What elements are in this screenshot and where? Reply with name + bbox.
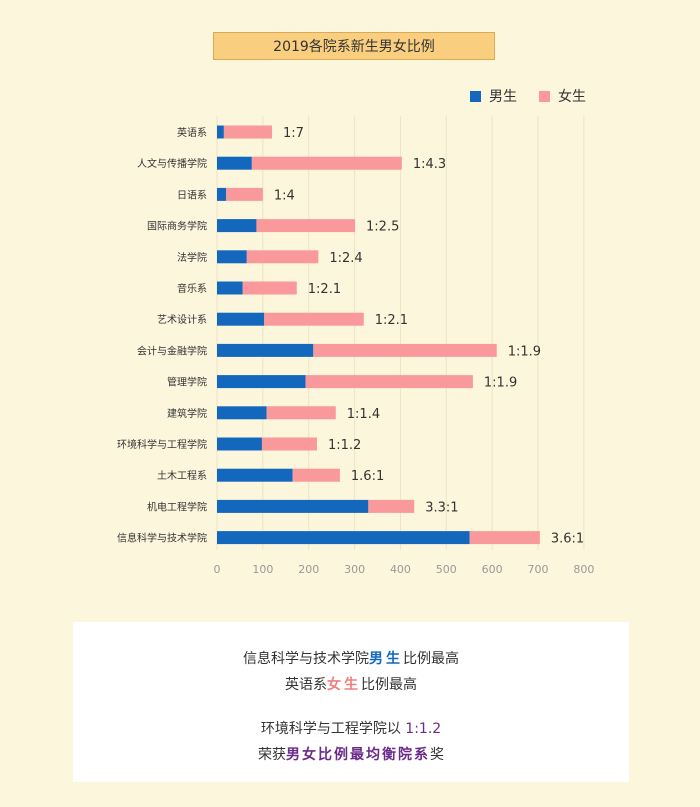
x-tick-label: 600 [482,563,503,576]
summary-line-2-suffix: 比例最高 [361,677,417,693]
category-label: 建筑学院 [167,407,207,420]
x-tick-label: 200 [298,563,319,576]
category-label: 机电工程学院 [147,500,207,513]
bar-female [251,156,402,170]
bar-male [217,187,227,201]
summary-line-1-highlight: 男生 [369,651,403,667]
summary-line-2-text: 英语系 [285,677,327,693]
summary-line-3-highlight: 1:1.2 [405,721,442,737]
bar-female [313,343,497,357]
bar-female [264,312,364,326]
ratio-label: 1:4 [274,188,295,203]
category-label: 法学院 [177,251,207,264]
category-label: 环境科学与工程学院 [117,438,207,451]
summary-line-4-text: 荣获 [258,747,286,763]
bar-male [217,312,265,326]
category-label: 人文与传播学院 [137,157,207,170]
ratio-label: 1:2.1 [375,313,408,328]
bar-female [242,281,297,295]
bar-female [266,406,336,420]
legend-item-male: 男生 [470,86,517,106]
bar-female [246,250,319,264]
ratio-label: 1:2.1 [308,282,341,297]
bar-male [217,499,369,513]
bar-male [217,375,306,389]
ratio-label: 1:2.5 [366,220,399,235]
legend-label-female: 女生 [558,89,586,105]
bar-female [469,531,540,545]
category-label: 信息科学与技术学院 [117,532,207,545]
bar-male [217,281,243,295]
category-label: 音乐系 [177,282,207,295]
summary-line-4: 荣获男女比例最均衡院系奖 [73,744,629,764]
x-tick-label: 500 [436,563,457,576]
ratio-label: 1:1.9 [508,344,541,359]
summary-line-4-highlight: 男女比例最均衡院系 [286,747,430,763]
x-tick-label: 400 [390,563,411,576]
legend-label-male: 男生 [489,89,517,105]
category-label: 会计与金融学院 [137,344,207,357]
legend-item-female: 女生 [539,86,586,106]
summary-box: 信息科学与技术学院男生比例最高 英语系女生比例最高 环境科学与工程学院以 1:1… [73,622,629,782]
bar-female [223,125,273,139]
bar-male [217,250,247,264]
category-label: 管理学院 [167,376,207,389]
bar-female [305,375,473,389]
bar-male [217,531,470,545]
bar-male [217,219,257,233]
ratio-label: 1:1.9 [484,376,517,391]
summary-line-2-highlight: 女生 [327,677,361,693]
bar-male [217,125,224,139]
category-label: 土木工程系 [157,469,207,482]
legend-swatch-female [539,90,550,102]
summary-line-1-suffix: 比例最高 [403,651,459,667]
summary-line-1: 信息科学与技术学院男生比例最高 [73,648,629,668]
ratio-label: 1:1.4 [347,407,380,422]
chart-legend: 男生 女生 [470,86,608,106]
chart-title: 2019各院系新生男女比例 [213,32,495,60]
ratio-label: 1:4.3 [413,157,446,172]
bar-male [217,343,314,357]
x-tick-label: 100 [252,563,273,576]
x-tick-label: 700 [528,563,549,576]
summary-line-1-text: 信息科学与技术学院 [243,651,369,667]
bar-male [217,468,293,482]
bar-male [217,406,267,420]
bar-female [256,219,356,233]
category-label: 艺术设计系 [157,313,207,326]
legend-swatch-male [470,90,481,102]
summary-line-4-suffix: 奖 [430,747,444,763]
bar-male [217,437,262,451]
bar-female [368,499,415,513]
summary-line-3: 环境科学与工程学院以 1:1.2 [73,718,629,738]
ratio-label: 1:1.2 [328,438,361,453]
bar-female [226,187,263,201]
x-tick-label: 300 [344,563,365,576]
x-tick-label: 800 [573,563,594,576]
ratio-label: 3.6:1 [551,532,584,547]
ratio-label: 1:7 [283,126,304,141]
category-label: 国际商务学院 [147,220,207,233]
bar-male [217,156,252,170]
bar-chart: 0 100 200 300 400 500 600 700 800 英语系 1:7 人文与传播学院 1:… [117,116,594,576]
summary-line-2: 英语系女生比例最高 [73,674,629,694]
x-tick-label: 0 [214,563,221,576]
ratio-label: 1:2.4 [329,251,362,266]
summary-line-3-text: 环境科学与工程学院以 [260,721,406,737]
bar-female [292,468,340,482]
category-label: 英语系 [177,126,207,139]
ratio-label: 3.3:1 [425,500,458,515]
bar-female [261,437,317,451]
ratio-label: 1.6:1 [351,469,384,484]
category-label: 日语系 [177,189,207,201]
